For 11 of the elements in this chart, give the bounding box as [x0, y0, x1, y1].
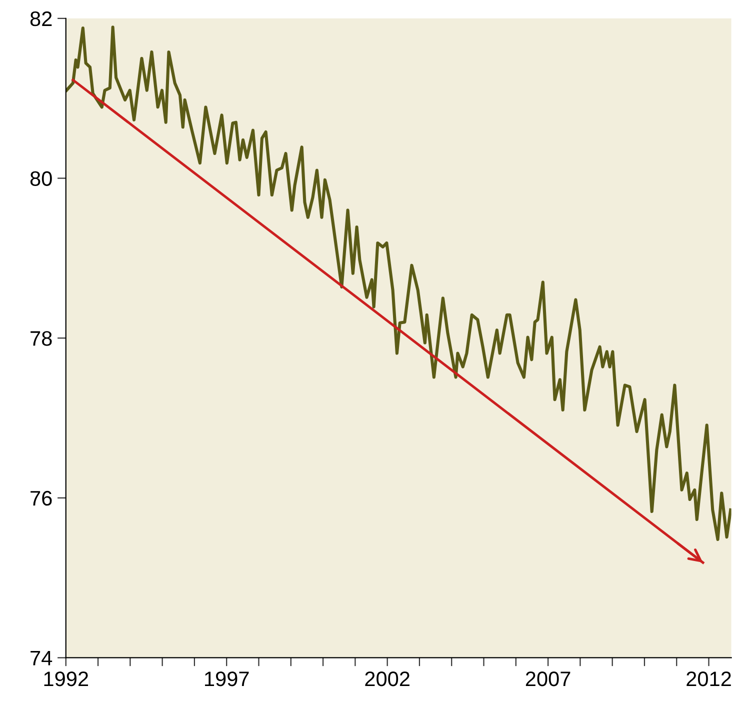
- x-tick-label: 2002: [365, 671, 410, 686]
- x-tick-label: 1997: [205, 671, 249, 686]
- y-tick-label: 74: [30, 650, 52, 666]
- x-tick-label: 1992: [44, 671, 88, 686]
- line-series: [66, 26, 732, 541]
- y-tick-label: 82: [30, 11, 52, 26]
- y-tick-label: 76: [30, 490, 52, 506]
- y-tick-label: 80: [30, 171, 52, 186]
- x-tick-label: 2012: [686, 671, 731, 686]
- y-tick-label: 78: [30, 331, 52, 346]
- x-tick-label: 2007: [526, 671, 570, 686]
